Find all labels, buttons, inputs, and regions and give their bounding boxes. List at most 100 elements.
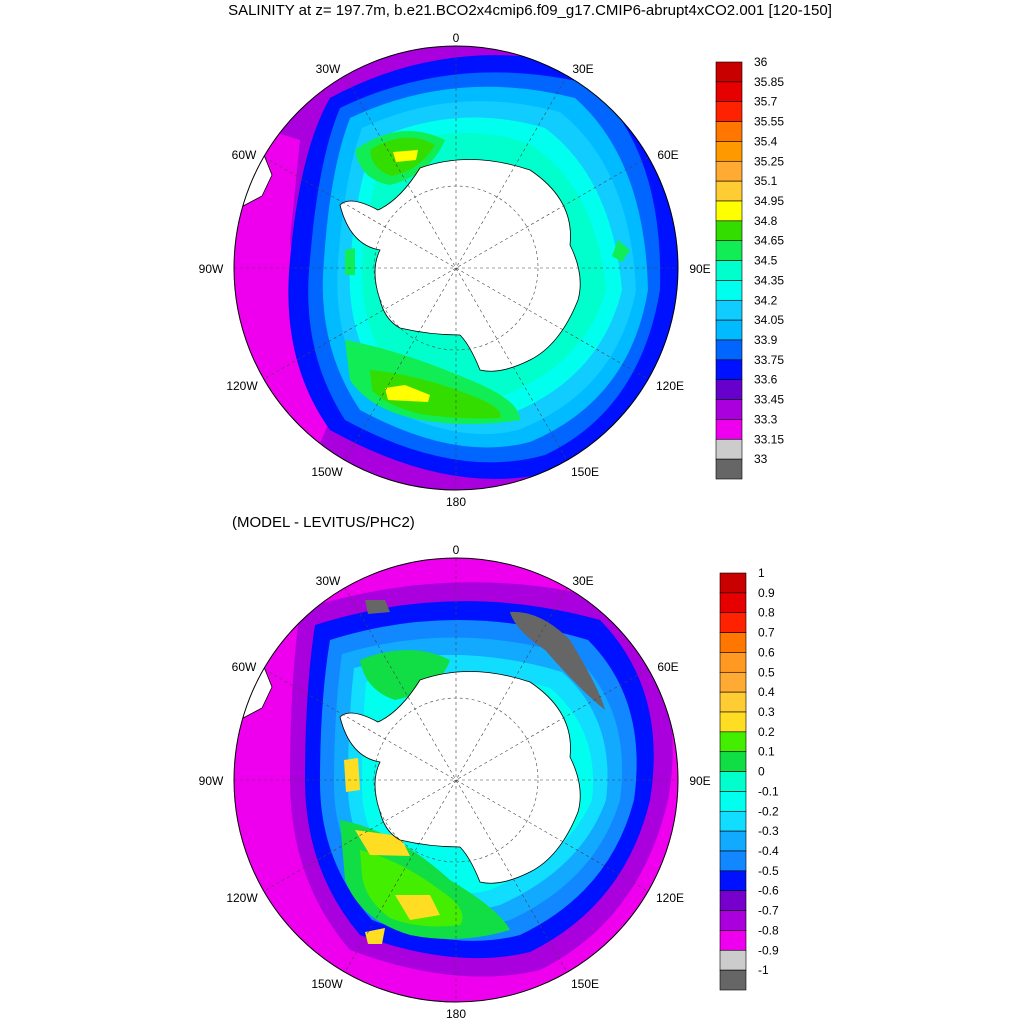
difference-colorbar: 1 0.9 0.8 0.7 0.6 0.5 0.4 0.3 0.2 0.1 0 -0.1 -0.2 -0.… (719, 566, 779, 991)
colorbar-tick-label: 0.8 (758, 606, 775, 620)
colorbar-swatch (715, 458, 743, 480)
colorbar-tick-label: 33.9 (754, 333, 778, 347)
colorbar-tick-label: 0 (758, 765, 765, 779)
colorbar-tick-label: 35.55 (754, 115, 784, 129)
colorbar-tick-label: -1 (758, 963, 769, 977)
colorbar-swatch (719, 890, 747, 911)
colorbar-tick-label: -0.2 (758, 804, 779, 818)
colorbar-tick-label: -0.7 (758, 904, 779, 918)
colorbar-swatch (719, 592, 747, 614)
svg-text:60W: 60W (232, 148, 257, 162)
colorbar-swatch (715, 160, 743, 182)
plot-title: SALINITY at z= 197.7m, b.e21.BCO2x4cmip6… (228, 2, 832, 19)
svg-text:150W: 150W (311, 977, 343, 991)
colorbar-swatch (719, 691, 747, 713)
colorbar-swatch (715, 180, 743, 202)
colorbar-swatch (719, 949, 747, 971)
colorbar-swatch (715, 319, 743, 341)
colorbar-tick-label: 34.65 (754, 234, 784, 248)
svg-text:180: 180 (446, 1007, 466, 1021)
colorbar-tick-label: 1 (758, 566, 765, 580)
colorbar-tick-label: 35.4 (754, 134, 778, 148)
svg-text:120E: 120E (656, 379, 684, 393)
colorbar-swatch (719, 771, 747, 792)
colorbar-tick-label: 33.75 (754, 353, 784, 367)
colorbar-swatch (715, 260, 743, 281)
colorbar-swatch (715, 280, 743, 301)
colorbar-swatch (719, 572, 747, 594)
colorbar-tick-label: 33 (754, 452, 768, 466)
colorbar-tick-label: 0.1 (758, 745, 775, 759)
colorbar-swatch (719, 731, 747, 753)
colorbar-swatch (715, 379, 743, 400)
colorbar-tick-label: 0.7 (758, 626, 775, 640)
colorbar-swatch (715, 61, 743, 83)
svg-text:60E: 60E (657, 660, 678, 674)
colorbar-swatch (715, 141, 743, 162)
colorbar-swatch (719, 652, 747, 673)
salinity-colorbar: 36 35.85 35.7 35.55 35.4 35.25 35.1 34.95 34.8 34… (715, 55, 784, 480)
svg-text:30W: 30W (316, 62, 341, 76)
svg-text:120W: 120W (226, 379, 258, 393)
difference-map: 0 30E 60E 90E 120E 150E 180 150W 120W 90… (199, 543, 711, 1021)
svg-text:150E: 150E (571, 977, 599, 991)
colorbar-swatch (719, 930, 747, 951)
colorbar-swatch (719, 612, 747, 633)
colorbar-tick-label: 0.6 (758, 645, 775, 659)
svg-text:0: 0 (453, 543, 460, 557)
colorbar-tick-label: 35.7 (754, 95, 778, 109)
colorbar-tick-label: 34.2 (754, 293, 778, 307)
colorbar-tick-label: 0.2 (758, 725, 775, 739)
colorbar-tick-label: 35.85 (754, 75, 784, 89)
svg-text:30E: 30E (572, 62, 593, 76)
svg-text:60E: 60E (657, 148, 678, 162)
colorbar-swatch (715, 240, 743, 261)
colorbar-tick-label: 34.5 (754, 254, 778, 268)
colorbar-swatch (715, 121, 743, 142)
colorbar-tick-label: -0.3 (758, 824, 779, 838)
colorbar-tick-label: -0.8 (758, 923, 779, 937)
colorbar-swatch (715, 101, 743, 122)
svg-text:30E: 30E (572, 574, 593, 588)
colorbar-swatch (715, 438, 743, 460)
colorbar-tick-label: -0.1 (758, 784, 779, 798)
colorbar-tick-label: 0.9 (758, 586, 775, 600)
colorbar-swatch (719, 751, 747, 772)
colorbar-tick-label: -0.9 (758, 943, 779, 957)
colorbar-tick-label: -0.6 (758, 884, 779, 898)
colorbar-tick-label: 34.8 (754, 214, 778, 228)
colorbar-swatch (715, 200, 743, 222)
colorbar-tick-label: 33.15 (754, 432, 784, 446)
colorbar-tick-label: 34.35 (754, 273, 784, 287)
colorbar-swatch (719, 870, 747, 892)
colorbar-swatch (715, 299, 743, 321)
colorbar-tick-label: 33.3 (754, 412, 778, 426)
colorbar-tick-label: 0.4 (758, 685, 775, 699)
colorbar-swatch (719, 969, 747, 991)
svg-text:90E: 90E (689, 774, 710, 788)
colorbar-swatch (719, 791, 747, 812)
colorbar-swatch (715, 81, 743, 103)
salinity-map: 0 30E 60E 90E 120E 150E 180 150W 120W 90… (199, 31, 711, 509)
colorbar-swatch (719, 810, 747, 832)
svg-text:90W: 90W (199, 774, 224, 788)
difference-subtitle: (MODEL - LEVITUS/PHC2) (232, 514, 415, 531)
longitude-labels-top: 0 30E 60E 90E 120E 150E 180 150W 120W 90… (199, 31, 711, 509)
colorbar-tick-label: 36 (754, 55, 768, 69)
colorbar-swatch (719, 711, 747, 733)
colorbar-tick-label: 33.45 (754, 393, 784, 407)
colorbar-tick-label: 34.05 (754, 313, 784, 327)
svg-text:180: 180 (446, 495, 466, 509)
colorbar-tick-label: 33.6 (754, 373, 778, 387)
svg-text:90E: 90E (689, 262, 710, 276)
colorbar-swatch (715, 220, 743, 242)
colorbar-tick-label: 34.95 (754, 194, 784, 208)
colorbar-swatch (715, 419, 743, 440)
colorbar-swatch (719, 850, 747, 872)
svg-text:90W: 90W (199, 262, 224, 276)
svg-text:0: 0 (453, 31, 460, 45)
colorbar-swatch (715, 339, 743, 361)
svg-text:150E: 150E (571, 465, 599, 479)
svg-text:120E: 120E (656, 891, 684, 905)
